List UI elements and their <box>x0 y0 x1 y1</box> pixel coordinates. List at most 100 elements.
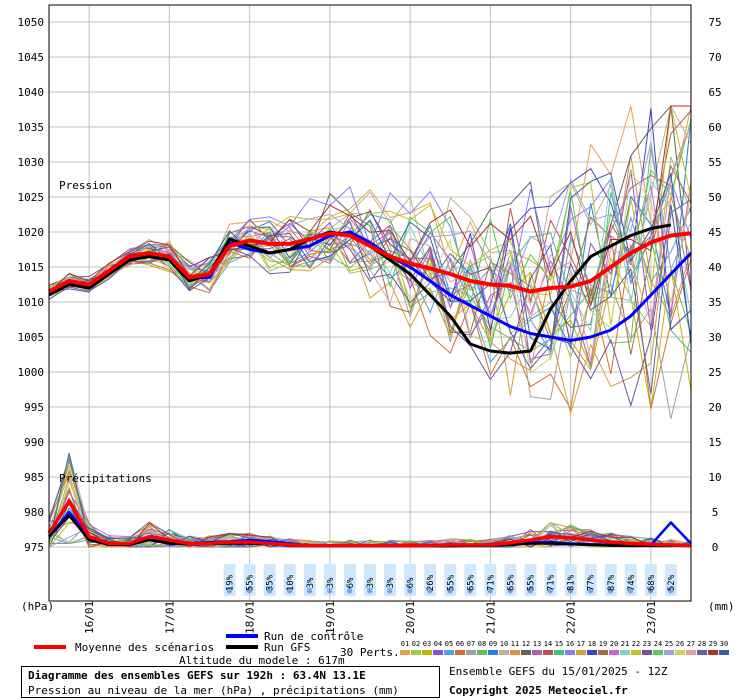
right-axis-unit: (mm) <box>708 600 735 613</box>
pert-legend-swatch <box>576 650 586 655</box>
snow-prob-label: 3% <box>326 577 336 588</box>
snowflake-icon: ❄ <box>568 586 575 597</box>
right-tick-label: 70 <box>708 51 721 64</box>
snowflake-icon: ❄ <box>507 586 514 597</box>
x-tick-label: 21/01 <box>484 601 497 634</box>
snow-prob-label: 19% <box>226 574 236 591</box>
snowflake-icon: ❄ <box>527 586 534 597</box>
snow-prob-label: 65% <box>466 574 476 591</box>
left-tick-label: 980 <box>24 506 44 519</box>
right-tick-label: 50 <box>708 191 721 204</box>
snow-prob-box <box>424 564 437 596</box>
plot-background <box>49 5 691 601</box>
x-tick-label: 23/01 <box>645 601 658 634</box>
snow-prob-label: 65% <box>506 574 516 591</box>
snow-prob-box <box>604 564 617 596</box>
snow-prob-box <box>504 564 517 596</box>
snow-prob-box <box>263 564 276 596</box>
right-tick-label: 0 <box>712 541 719 554</box>
snow-prob-label: 35% <box>266 574 276 591</box>
x-tick-label: 16/01 <box>83 601 96 634</box>
snow-prob-box <box>323 564 336 596</box>
pert-legend-number: 01 <box>401 640 409 648</box>
pert-legend-number: 23 <box>643 640 651 648</box>
left-tick-label: 975 <box>24 541 44 554</box>
chart-title: Diagramme des ensembles GEFS sur 192h : … <box>28 669 366 682</box>
snowflake-icon: ❄ <box>487 586 494 597</box>
perturbation-pressure-line <box>48 199 692 394</box>
legend-perts-label: 30 Perts. <box>340 646 400 659</box>
right-tick-label: 20 <box>708 401 721 414</box>
snow-prob-label: 77% <box>587 574 597 591</box>
snowflake-icon: ❄ <box>648 586 655 597</box>
right-tick-label: 55 <box>708 156 721 169</box>
snowflake-icon: ❄ <box>668 586 675 597</box>
perturbation-legend: 01 02 03 04 05 06 07 08 09 10 11 12 13 14 15 16 17 18 19 20… <box>400 640 729 655</box>
copyright: Copyright 2025 Meteociel.fr <box>449 684 628 697</box>
left-tick-label: 995 <box>24 401 44 414</box>
pert-legend-swatch <box>444 650 454 655</box>
pert-legend-swatch <box>697 650 707 655</box>
pert-legend-swatch <box>400 650 410 655</box>
pert-legend-swatch <box>411 650 421 655</box>
left-tick-label: 1035 <box>18 121 45 134</box>
snowflake-icon: ❄ <box>608 586 615 597</box>
pert-legend-number: 12 <box>522 640 530 648</box>
snow-prob-box <box>524 564 537 596</box>
left-tick-label: 1040 <box>18 86 45 99</box>
pert-legend-swatch <box>587 650 597 655</box>
pert-legend-number: 16 <box>566 640 574 648</box>
pert-legend-number: 29 <box>709 640 717 648</box>
snowflake-icon: ❄ <box>327 586 334 597</box>
pert-legend-swatch <box>521 650 531 655</box>
right-tick-label: 25 <box>708 366 721 379</box>
pert-legend-swatch <box>642 650 652 655</box>
pert-legend-swatch <box>620 650 630 655</box>
snow-prob-label: 87% <box>607 574 617 591</box>
pert-legend-swatch <box>686 650 696 655</box>
pert-legend-number: 25 <box>665 640 673 648</box>
model-altitude: Altitude du modele : 617m <box>179 654 345 667</box>
mean-pressure-line <box>48 231 692 294</box>
pert-legend-number: 04 <box>434 640 442 648</box>
left-tick-label: 1010 <box>18 296 45 309</box>
legend-mean-label: Moyenne des scénarios <box>75 641 214 654</box>
pert-legend-number: 13 <box>533 640 541 648</box>
snowflake-icon: ❄ <box>307 586 314 597</box>
snow-prob-label: 74% <box>627 574 637 591</box>
left-tick-label: 1030 <box>18 156 45 169</box>
pert-legend-number: 17 <box>577 640 585 648</box>
chart-subtitle: Pression au niveau de la mer (hPa) , pré… <box>28 684 399 697</box>
snow-prob-box <box>283 564 296 596</box>
plot-frame <box>48 4 692 602</box>
pert-legend-number: 15 <box>555 640 563 648</box>
pert-legend-number: 18 <box>588 640 596 648</box>
pert-legend-number: 07 <box>467 640 475 648</box>
pert-legend-swatch <box>433 650 443 655</box>
snow-prob-box <box>664 564 677 596</box>
snow-prob-label: 3% <box>386 577 396 588</box>
pert-legend-swatch <box>708 650 718 655</box>
snow-prob-label: 3% <box>366 577 376 588</box>
pert-legend-swatch <box>422 650 432 655</box>
snow-prob-box <box>484 564 497 596</box>
snow-prob-label: 55% <box>527 574 537 591</box>
perturbation-pressure-line <box>48 233 692 411</box>
snow-prob-label: 81% <box>567 574 577 591</box>
pert-legend-swatch <box>554 650 564 655</box>
perturbation-pressure-line <box>48 172 692 351</box>
snowflake-icon: ❄ <box>287 586 294 597</box>
snow-prob-label: 10% <box>286 574 296 591</box>
pert-legend-swatch <box>488 650 498 655</box>
left-tick-label: 985 <box>24 471 44 484</box>
snowflake-icon: ❄ <box>367 586 374 597</box>
pert-legend-swatch <box>543 650 553 655</box>
main-series-lines <box>47 223 693 548</box>
left-tick-label: 990 <box>24 436 44 449</box>
snow-prob-label: 68% <box>647 574 657 591</box>
pert-legend-swatch <box>499 650 509 655</box>
chart-info-box: Diagramme des ensembles GEFS sur 192h : … <box>21 666 440 698</box>
pressure-panel-label: Pression <box>59 179 112 192</box>
pert-legend-swatch <box>631 650 641 655</box>
